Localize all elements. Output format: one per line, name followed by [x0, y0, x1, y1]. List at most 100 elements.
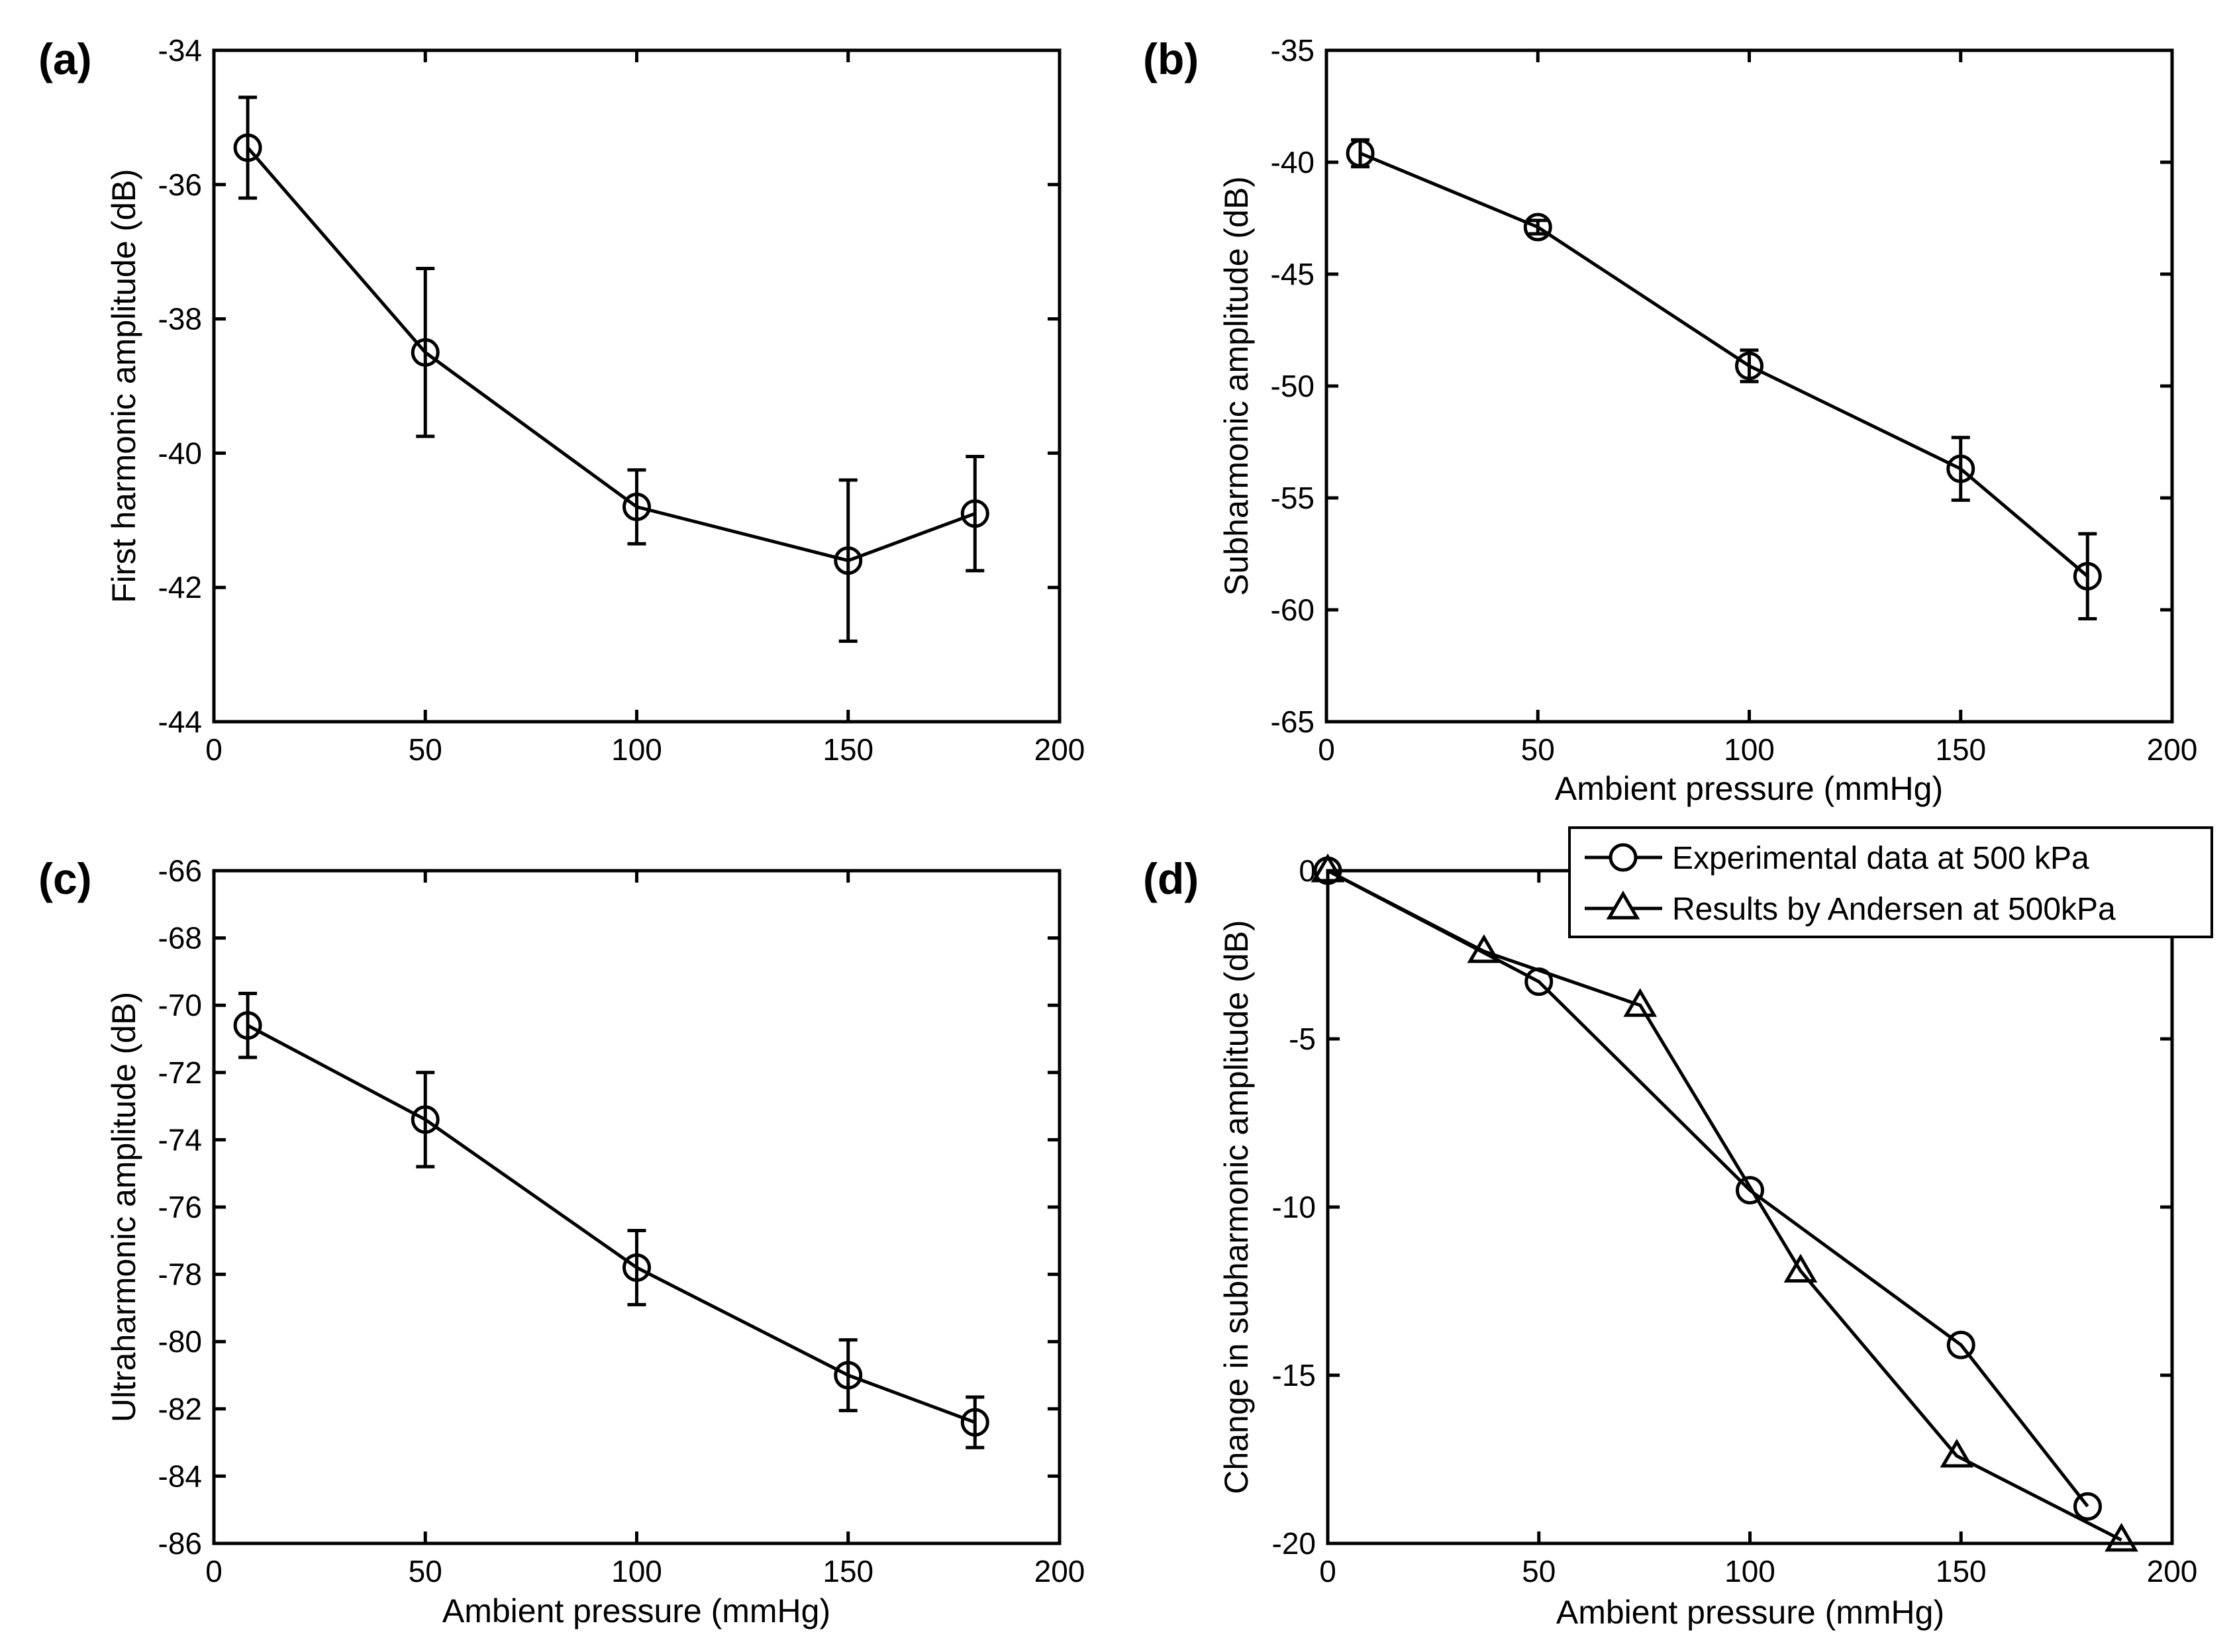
y-tick-label: -40 — [158, 436, 202, 470]
x-tick-label: 0 — [1319, 1554, 1336, 1588]
data-point-triangle — [1940, 1438, 1974, 1468]
x-tick-label: 50 — [1522, 1554, 1556, 1588]
x-tick-label: 200 — [1034, 732, 1085, 767]
y-tick-label: -84 — [158, 1459, 202, 1493]
x-tick-label: 50 — [409, 732, 442, 767]
y-tick-label: -70 — [158, 988, 202, 1022]
y-tick-label: -76 — [158, 1190, 202, 1224]
panel-d-label: (d) — [1143, 854, 1199, 903]
x-tick-label: 100 — [611, 732, 662, 767]
y-tick-label: -15 — [1272, 1358, 1316, 1392]
legend-label-andersen: Results by Andersen at 500kPa — [1672, 892, 2116, 927]
legend-label-experimental: Experimental data at 500 kPa — [1672, 841, 2089, 876]
panel-b-axes-frame — [1324, 48, 2174, 724]
panel-b-label: (b) — [1143, 34, 1199, 83]
data-point-triangle — [2105, 1522, 2138, 1552]
y-tick-label: -86 — [158, 1526, 202, 1561]
y-tick-label: -38 — [158, 302, 202, 336]
panel-c-marks: 0 50 100 150 200 -66 -68 -70 -72 -74 -76 -78 -80 -82 -… — [158, 853, 1085, 1588]
data-point-circle — [233, 133, 262, 162]
x-tick-label: 150 — [822, 732, 873, 767]
y-tick-label: -42 — [158, 570, 202, 605]
y-tick-label: -55 — [1271, 481, 1315, 515]
panel-a-marks: 0 50 100 150 200 -34 -36 -38 -40 -42 -44 — [158, 33, 1085, 767]
y-tick-label: -50 — [1271, 369, 1315, 403]
panel-c-y-axis-title: Ultraharmonic amplitude (dB) — [105, 992, 142, 1422]
legend-marker-triangle-icon — [1606, 891, 1640, 920]
x-tick-label: 200 — [2147, 732, 2198, 767]
y-tick-label: -35 — [1271, 33, 1315, 68]
y-tick-label: -82 — [158, 1392, 202, 1426]
data-point-circle — [2073, 1492, 2102, 1521]
y-tick-label: -20 — [1272, 1526, 1316, 1561]
y-tick-label: -5 — [1289, 1022, 1316, 1056]
panel-c: (c) 0 50 100 150 200 -66 -68 -70 -72 -74 -76 -78 -80… — [38, 853, 1085, 1629]
panel-d-x-axis-title: Ambient pressure (mmHg) — [1556, 1594, 1944, 1631]
x-tick-label: 100 — [611, 1554, 662, 1588]
y-tick-label: -74 — [158, 1122, 202, 1157]
data-point-triangle — [1783, 1253, 1818, 1283]
data-point-circle — [411, 1105, 440, 1134]
y-tick-label: -78 — [158, 1257, 202, 1292]
y-tick-label: -68 — [158, 921, 202, 955]
data-point-circle — [2073, 561, 2102, 591]
y-tick-label: -40 — [1271, 145, 1315, 179]
panel-b-marks: 0 50 100 150 200 -35 -40 -45 -50 -55 -60 -65 — [1271, 33, 2198, 767]
x-tick-label: 200 — [1034, 1554, 1085, 1588]
y-tick-label: -34 — [158, 33, 202, 68]
y-tick-label: -10 — [1272, 1190, 1316, 1224]
data-point-circle — [233, 1011, 262, 1040]
data-point-circle — [411, 338, 440, 367]
x-tick-label: 50 — [409, 1554, 442, 1588]
panel-c-x-axis-title: Ambient pressure (mmHg) — [442, 1592, 830, 1629]
x-tick-label: 100 — [1724, 732, 1775, 767]
data-point-circle — [622, 493, 651, 522]
legend: Experimental data at 500 kPa Results by … — [1568, 826, 2213, 938]
x-tick-label: 100 — [1724, 1554, 1775, 1588]
data-point-circle — [960, 499, 989, 528]
x-tick-label: 0 — [205, 732, 223, 767]
data-point-circle — [1523, 213, 1552, 242]
y-tick-label: -45 — [1271, 257, 1315, 291]
panel-d: (d) 0 50 100 150 200 0 -5 -10 -15 -20 Change in s… — [1143, 826, 2213, 1631]
data-point-triangle — [1467, 934, 1501, 963]
x-tick-label: 150 — [822, 1554, 873, 1588]
x-tick-label: 150 — [1936, 1554, 1987, 1588]
data-point-circle — [1946, 1330, 1975, 1359]
legend-box — [1568, 826, 2213, 938]
y-tick-label: -36 — [158, 168, 202, 202]
series-line-2 — [1326, 869, 2122, 1542]
y-tick-label: -66 — [158, 853, 202, 888]
panel-d-y-axis-title: Change in subharmonic amplitude (dB) — [1218, 920, 1255, 1494]
data-point-circle — [622, 1253, 651, 1282]
x-tick-label: 150 — [1935, 732, 1986, 767]
y-tick-label: -72 — [158, 1055, 202, 1090]
data-point-triangle — [1623, 988, 1658, 1017]
panel-b: (b) 0 50 100 150 200 -35 -40 -45 -50 -55 -60 -65 Su… — [1143, 33, 2197, 807]
panel-d-marks: 0 50 100 150 200 0 -5 -10 -15 -20 — [1272, 853, 2198, 1588]
x-tick-label: 50 — [1521, 732, 1555, 767]
y-tick-label: -65 — [1271, 705, 1315, 739]
x-tick-label: 0 — [1318, 732, 1335, 767]
y-tick-label: -80 — [158, 1324, 202, 1359]
y-tick-label: -60 — [1271, 593, 1315, 627]
panel-c-axes-frame — [212, 869, 1062, 1545]
panel-a-axes-frame — [212, 48, 1062, 724]
data-point-circle — [1736, 1176, 1764, 1205]
data-point-circle — [960, 1408, 989, 1437]
panel-a: (a) 0 50 100 150 200 -34 -36 -38 -40 -42 -44 First… — [38, 33, 1085, 767]
data-point-circle — [834, 546, 863, 575]
legend-marker-circle-icon — [1609, 843, 1638, 872]
data-point-circle — [1346, 138, 1375, 168]
panel-a-label: (a) — [38, 34, 92, 83]
data-point-circle — [1946, 454, 1975, 483]
y-tick-label: -44 — [158, 705, 202, 739]
panel-b-x-axis-title: Ambient pressure (mmHg) — [1555, 770, 1943, 807]
data-point-circle — [834, 1361, 863, 1390]
x-tick-label: 200 — [2147, 1554, 2198, 1588]
panel-b-y-axis-title: Subharmonic amplitude (dB) — [1218, 176, 1255, 596]
y-tick-label: 0 — [1299, 853, 1316, 888]
panel-c-label: (c) — [38, 854, 92, 903]
x-tick-label: 0 — [205, 1554, 223, 1588]
